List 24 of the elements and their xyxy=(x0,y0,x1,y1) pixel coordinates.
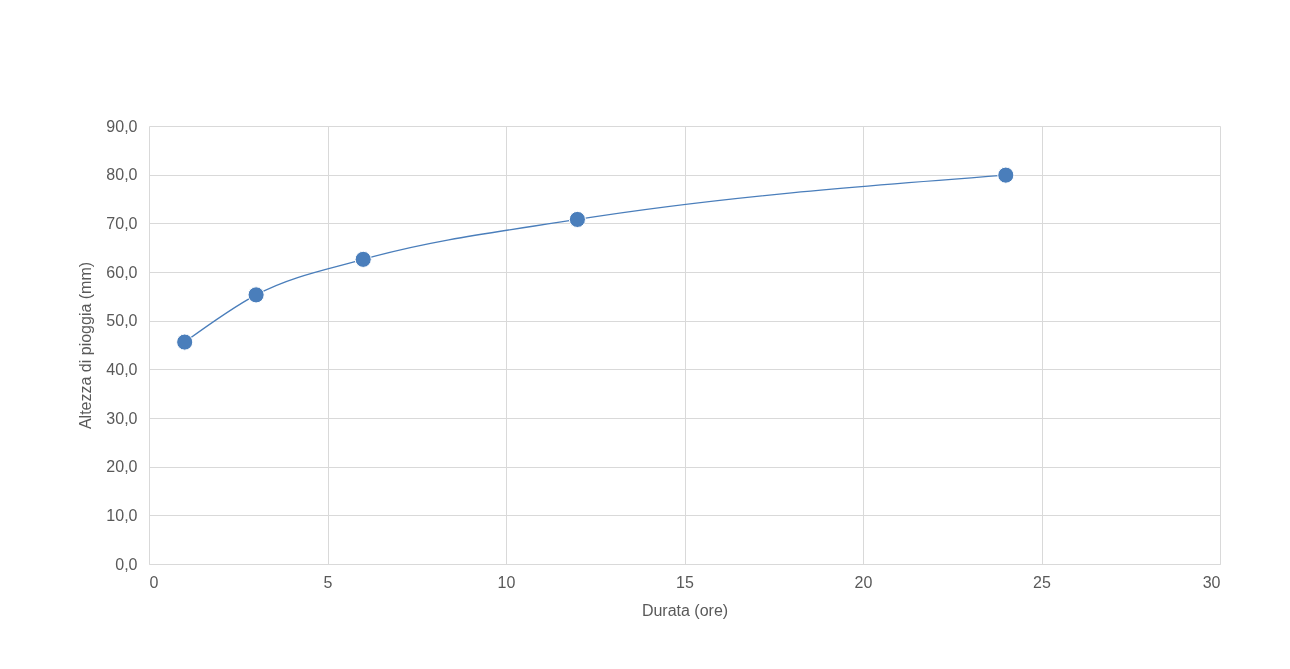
x-axis-title: Durata (ore) xyxy=(641,601,729,619)
y-tick-label: 50,0 xyxy=(106,312,138,330)
y-tick-label: 10,0 xyxy=(106,506,138,524)
y-tick-label: 0,0 xyxy=(115,555,138,573)
x-tick-label: 0 xyxy=(149,573,159,591)
x-tick-label: 20 xyxy=(854,573,873,591)
y-tick-label: 70,0 xyxy=(106,214,138,232)
x-tick-label: 10 xyxy=(497,573,516,591)
x-tick-label: 30 xyxy=(1202,573,1221,591)
x-tick-label: 5 xyxy=(323,573,333,591)
x-tick-label: 15 xyxy=(676,573,694,591)
point xyxy=(247,286,265,304)
point xyxy=(997,166,1015,184)
y-tick-label: 30,0 xyxy=(106,409,138,427)
y-tick-label: 60,0 xyxy=(106,263,138,281)
y-tick-label: 80,0 xyxy=(106,166,138,184)
point xyxy=(354,250,372,268)
point xyxy=(176,333,194,351)
y-tick-label: 90,0 xyxy=(106,117,138,135)
y-tick-label: 20,0 xyxy=(106,458,138,476)
point xyxy=(568,210,586,228)
y-tick-label: 40,0 xyxy=(106,360,138,378)
y-axis-title: Altezza di pioggia (mm) xyxy=(77,261,95,430)
x-tick-label: 25 xyxy=(1033,573,1051,591)
